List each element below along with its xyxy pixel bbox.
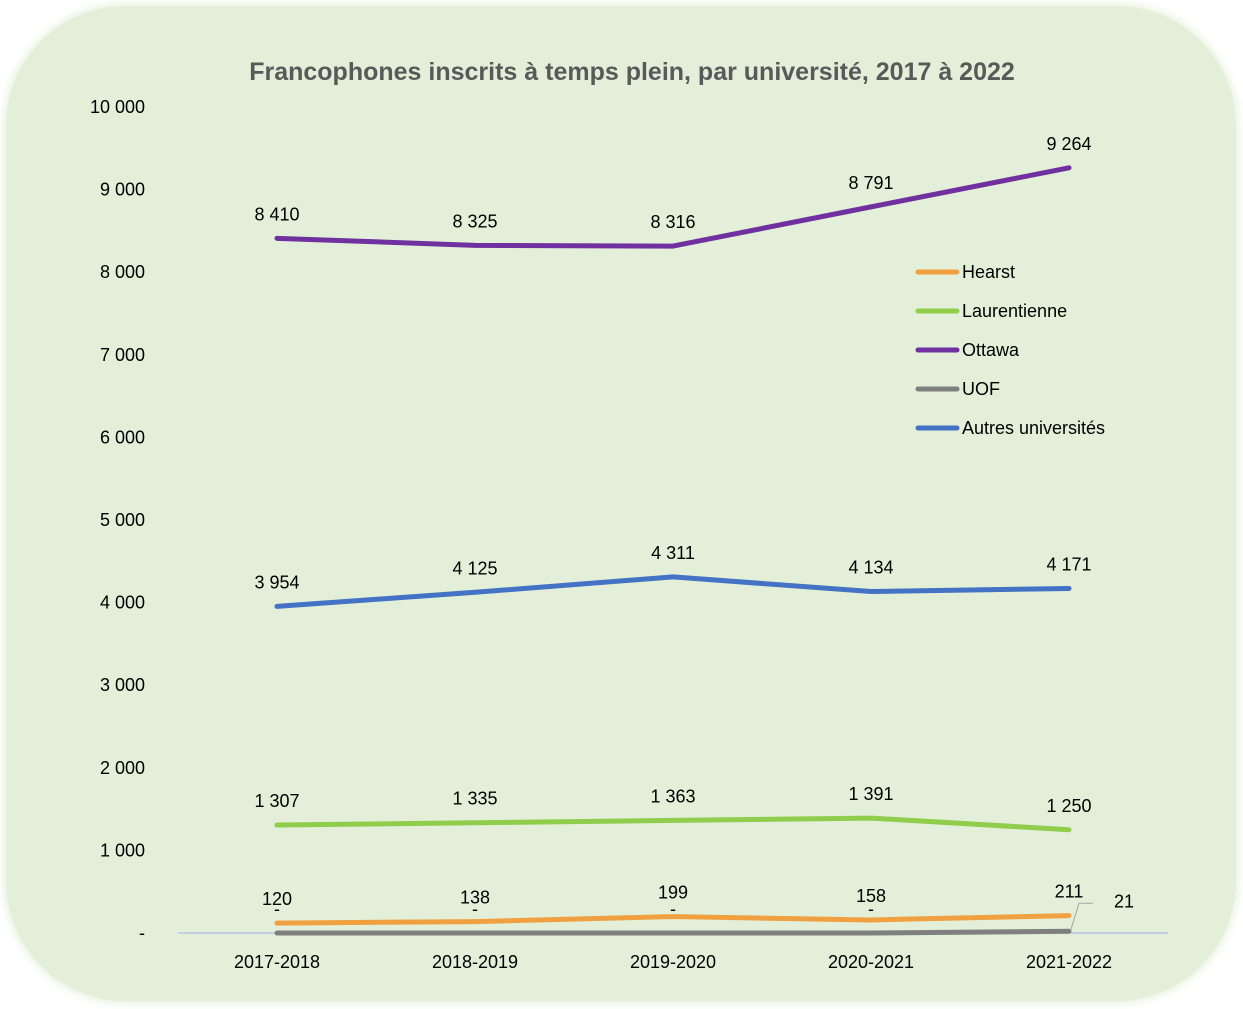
data-label-uof: - <box>472 899 478 919</box>
y-tick-label: 8 000 <box>100 262 145 282</box>
legend-label: Laurentienne <box>962 301 1067 321</box>
y-tick-label: 5 000 <box>100 510 145 530</box>
y-tick-label: 1 000 <box>100 840 145 860</box>
x-tick-label: 2020-2021 <box>828 952 914 972</box>
x-tick-label: 2019-2020 <box>630 952 716 972</box>
data-label-uof: - <box>670 899 676 919</box>
data-label-laurentienne: 1 363 <box>650 786 695 806</box>
y-tick-label: - <box>139 923 145 943</box>
data-label-autres-universités: 4 311 <box>651 543 695 563</box>
legend: Hearst Laurentienne Ottawa UOF Autres univer… <box>915 262 1105 438</box>
x-tick-label: 2018-2019 <box>432 952 518 972</box>
x-tick-label: 2017-2018 <box>234 952 320 972</box>
data-label-uof: - <box>274 899 280 919</box>
data-label-ottawa: 9 264 <box>1046 134 1091 154</box>
data-label-autres-universités: 3 954 <box>254 572 299 592</box>
series-line-hearst <box>274 913 1072 926</box>
data-label-ottawa: 8 410 <box>254 204 299 224</box>
y-tick-label: 7 000 <box>100 345 145 365</box>
data-label-hearst: 138 <box>460 888 490 908</box>
data-label-laurentienne: 1 335 <box>452 789 497 809</box>
data-labels: 120 138 199 158 211 1 307 1 335 1 363 1 391 1 250… <box>254 134 1134 930</box>
legend-label: Autres universités <box>962 418 1105 438</box>
data-label-uof: - <box>868 899 874 919</box>
y-tick-label: 2 000 <box>100 758 145 778</box>
y-tick-label: 4 000 <box>100 593 145 613</box>
plot-area <box>274 165 1072 936</box>
data-label-laurentienne: 1 250 <box>1046 796 1091 816</box>
y-axis: - 1 000 2 000 3 000 4 000 5 000 6 000 7 000 8 00… <box>90 97 145 943</box>
data-label-autres-universités: 4 171 <box>1046 554 1091 574</box>
series-line-autres-universités <box>274 574 1072 609</box>
data-label-hearst: 158 <box>856 886 886 906</box>
legend-label: Ottawa <box>962 340 1020 360</box>
chart-card <box>6 6 1236 1001</box>
y-tick-label: 3 000 <box>100 675 145 695</box>
data-label-ottawa: 8 316 <box>650 212 695 232</box>
series-line-laurentienne <box>274 815 1072 833</box>
legend-label: Hearst <box>962 262 1015 282</box>
data-label-hearst: 120 <box>262 889 292 909</box>
data-label-hearst: 199 <box>658 883 688 903</box>
data-label-autres-universités: 4 125 <box>452 558 497 578</box>
x-axis: 2017-2018 2018-2019 2019-2020 2020-2021 2021… <box>234 952 1112 972</box>
data-label-laurentienne: 1 391 <box>848 784 893 804</box>
data-label-hearst: 211 <box>1055 882 1084 902</box>
data-label-autres-universités: 4 134 <box>848 558 893 578</box>
legend-label: UOF <box>962 379 1000 399</box>
data-label-ottawa: 8 325 <box>452 211 497 231</box>
y-tick-label: 6 000 <box>100 427 145 447</box>
data-label-leader-line <box>1070 902 1093 930</box>
data-label-laurentienne: 1 307 <box>254 791 299 811</box>
x-tick-label: 2021-2022 <box>1026 952 1112 972</box>
data-label-uof: 21 <box>1114 891 1134 911</box>
y-tick-label: 9 000 <box>100 180 145 200</box>
y-tick-label: 10 000 <box>90 97 145 117</box>
series-line-ottawa <box>274 165 1072 249</box>
data-label-ottawa: 8 791 <box>848 173 893 193</box>
chart-title: Francophones inscrits à temps plein, par… <box>249 58 1015 86</box>
series-line-uof <box>274 928 1072 936</box>
